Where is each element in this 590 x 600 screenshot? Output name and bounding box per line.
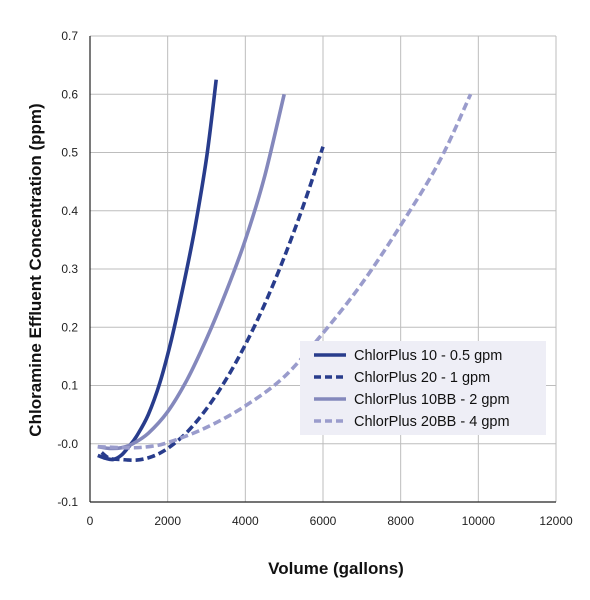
legend: ChlorPlus 10 - 0.5 gpm ChlorPlus 20 - 1 g…	[300, 341, 546, 435]
y-tick-label: 0.5	[61, 146, 78, 160]
legend-entry-1: ChlorPlus 10 - 0.5 gpm	[354, 348, 502, 364]
tick-labels: 0 2000 4000 6000 8000 10000 12000 -0.1 -0.0 0.1 0.…	[57, 29, 573, 528]
series-line-3	[97, 93, 286, 451]
y-axis-label: Chloramine Effluent Concentration (ppm)	[26, 103, 45, 436]
axes	[89, 36, 556, 503]
y-tick-label: 0.1	[61, 379, 78, 393]
series-line-1	[97, 79, 218, 462]
y-tick-label: 0.6	[61, 87, 78, 101]
gridlines	[89, 35, 557, 503]
x-tick-label: 10000	[462, 514, 496, 528]
x-tick-label: 4000	[232, 514, 259, 528]
x-tick-label: 8000	[387, 514, 414, 528]
y-tick-label: -0.1	[57, 495, 78, 509]
y-tick-label: 0.4	[61, 204, 78, 218]
x-tick-label: 6000	[310, 514, 337, 528]
legend-entry-2: ChlorPlus 20 - 1 gpm	[354, 370, 490, 386]
x-tick-label: 0	[87, 514, 94, 528]
legend-entry-4: ChlorPlus 20BB - 4 gpm	[354, 414, 510, 430]
series-line-2	[100, 146, 325, 463]
x-tick-label: 12000	[539, 514, 573, 528]
y-tick-label: 0.7	[61, 29, 78, 43]
series-lines	[97, 79, 473, 463]
x-tick-label: 2000	[154, 514, 181, 528]
series-line-4	[97, 93, 473, 450]
y-tick-label: 0.2	[61, 320, 78, 334]
y-tick-label: 0.3	[61, 262, 78, 276]
legend-entry-3: ChlorPlus 10BB - 2 gpm	[354, 392, 510, 408]
y-tick-label: -0.0	[57, 437, 78, 451]
x-axis-label: Volume (gallons)	[268, 559, 404, 578]
